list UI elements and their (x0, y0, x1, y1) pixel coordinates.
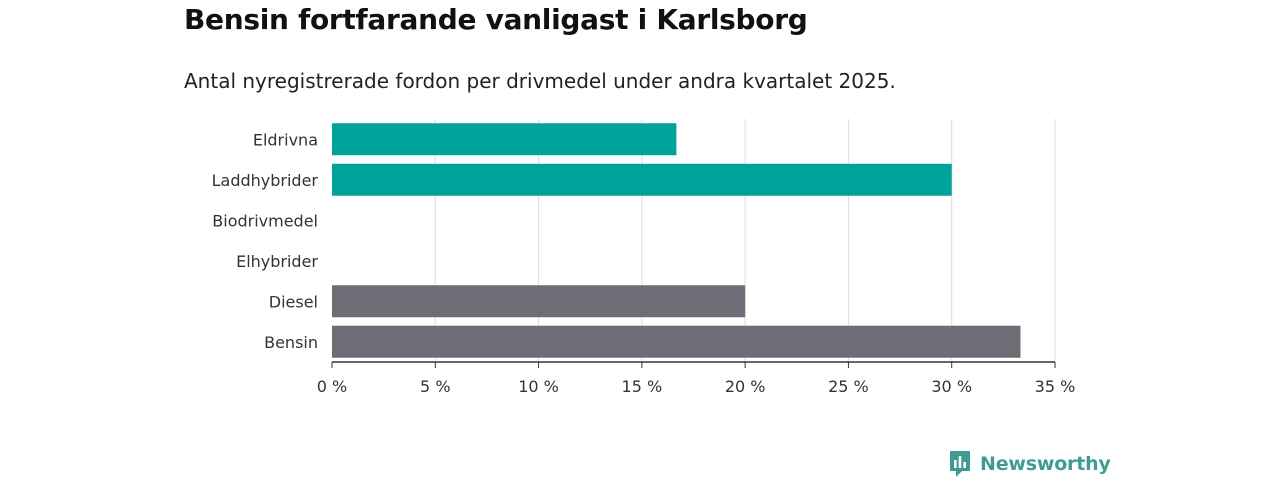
x-tick-label: 25 % (828, 377, 869, 396)
newsworthy-logo[interactable]: Newsworthy (948, 449, 1111, 479)
x-tick-label: 20 % (725, 377, 766, 396)
x-tick-label: 0 % (317, 377, 347, 396)
category-label: Elhybrider (236, 252, 318, 271)
x-tick-label: 15 % (622, 377, 663, 396)
newsworthy-chart-icon (950, 451, 970, 477)
category-label: Laddhybrider (212, 171, 319, 190)
x-tick-label: 35 % (1035, 377, 1076, 396)
bar (332, 325, 1021, 358)
x-tick-label: 30 % (931, 377, 972, 396)
chart-subtitle: Antal nyregistrerade fordon per drivmede… (184, 69, 896, 93)
category-label: Biodrivmedel (212, 211, 318, 230)
category-label: Eldrivna (253, 130, 318, 149)
bar (332, 285, 746, 318)
x-tick-label: 5 % (420, 377, 450, 396)
category-label: Bensin (264, 333, 318, 352)
chart-title: Bensin fortfarande vanligast i Karlsborg (184, 3, 808, 36)
bar (332, 123, 677, 156)
logo-text: Newsworthy (980, 453, 1111, 475)
category-label: Diesel (269, 292, 318, 311)
bar (332, 163, 952, 196)
x-tick-label: 10 % (518, 377, 559, 396)
